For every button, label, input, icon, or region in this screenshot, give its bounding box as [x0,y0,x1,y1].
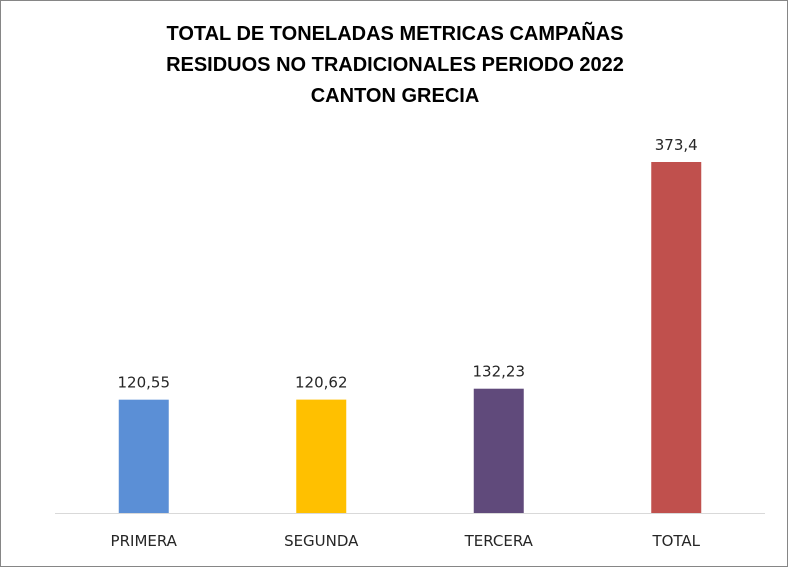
value-label-tercera: 132,23 [473,363,526,381]
bar-primera [118,399,169,513]
chart-title-line-2: RESIDUOS NO TRADICIONALES PERIODO 2022 [166,54,624,76]
chart-title-line-3: CANTON GRECIA [310,85,480,107]
x-tick-label-primera: PRIMERA [111,532,178,550]
value-label-total: 373,4 [655,136,698,154]
x-tick-label-tercera: TERCERA [464,532,534,550]
value-label-primera: 120,55 [118,374,171,392]
x-tick-label-total: TOTAL [651,532,700,550]
x-tick-label-segunda: SEGUNDA [284,532,359,550]
chart-title-line-1: TOTAL DE TONELADAS METRICAS CAMPAÑAS [166,23,624,45]
bar-segunda [296,399,347,513]
bar-total [651,162,702,513]
bar-tercera [473,388,524,513]
value-label-segunda: 120,62 [295,374,348,392]
